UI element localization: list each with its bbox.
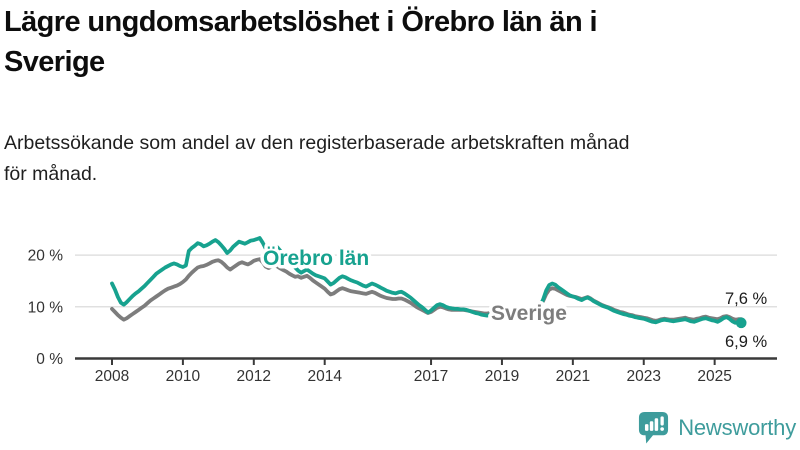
x-tick-label-2023: 2023 <box>627 368 661 385</box>
y-tick-label-10: 10 % <box>28 299 64 316</box>
end-value-orebro: 6,9 % <box>725 333 768 351</box>
labels-layer: Örebro län Sverige 7,6 % 6,9 % <box>260 244 768 352</box>
x-tick-label-2025: 2025 <box>697 368 731 385</box>
series-label-sverige: Sverige <box>491 302 567 325</box>
gridlines-layer: 0 % 10 % 20 % <box>28 248 777 368</box>
exclamation-dot <box>660 427 665 431</box>
newsworthy-bubble-chart-icon <box>639 411 669 444</box>
x-axis: 2008 2010 2012 2014 2017 2019 2021 2023 2025 <box>75 357 777 385</box>
chart-subtitle: Arbetssökande som andel av den registerb… <box>4 132 630 185</box>
x-tick-label-2019: 2019 <box>485 368 519 385</box>
x-tick-label-2014: 2014 <box>307 368 342 385</box>
series-layer <box>110 236 747 329</box>
x-tick-label-2017: 2017 <box>414 368 448 385</box>
x-tick-label-2012: 2012 <box>237 368 271 385</box>
bar-small <box>645 424 649 431</box>
x-tick-label-2010: 2010 <box>166 368 201 385</box>
x-tick-label-2008: 2008 <box>95 368 129 385</box>
bar-large <box>654 418 659 431</box>
newsworthy-wordmark: Newsworthy <box>678 414 796 440</box>
series-label-orebro: Örebro län <box>263 247 369 270</box>
speech-bubble-shape <box>639 411 669 444</box>
bar-medium <box>649 421 654 431</box>
y-tick-label-20: 20 % <box>28 248 64 265</box>
exclamation-bar <box>660 416 664 426</box>
unemployment-line-chart: 0 % 10 % 20 % 2008 2010 2012 2014 2017 2019 2021… <box>28 236 777 385</box>
end-value-sverige: 7,6 % <box>725 290 768 308</box>
newsworthy-logo[interactable]: Newsworthy <box>637 410 796 445</box>
y-tick-label-0: 0 % <box>36 351 63 368</box>
line--rebro-l-n <box>110 236 744 325</box>
page-title: Lägre ungdomsarbetslöshet i Örebro län ä… <box>4 6 598 78</box>
x-tick-label-2021: 2021 <box>556 368 590 385</box>
latest-point-orebro <box>735 317 747 329</box>
